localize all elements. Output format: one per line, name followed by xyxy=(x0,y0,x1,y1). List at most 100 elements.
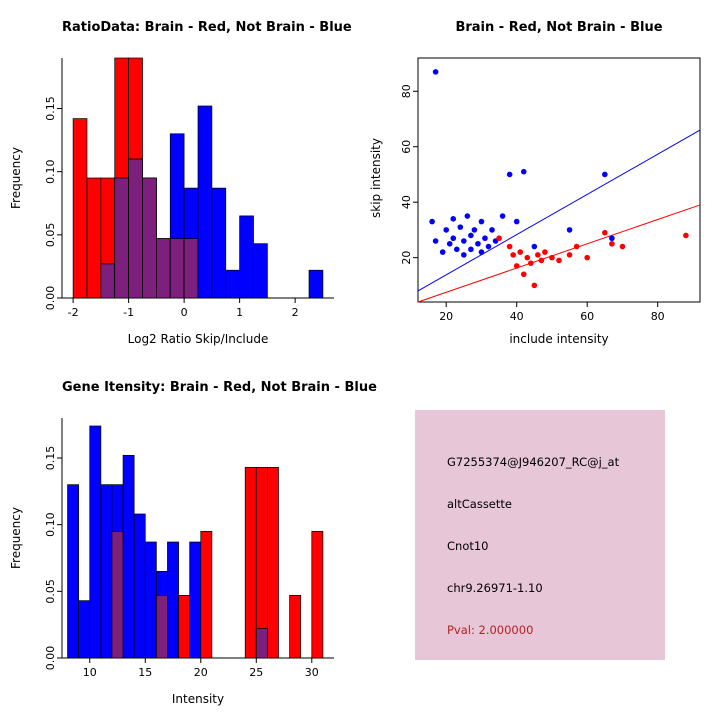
hist-bar-blue xyxy=(167,541,179,659)
hist-bar-overlap xyxy=(183,238,199,299)
intensity-scatter-xlabel: include intensity xyxy=(509,332,609,346)
scatter-point xyxy=(457,224,464,230)
hist-bar-overlap xyxy=(100,263,116,299)
scatter-point xyxy=(429,218,435,225)
x-tick-label: 0 xyxy=(181,306,188,319)
scatter-point xyxy=(485,243,492,250)
scatter-point xyxy=(450,235,457,242)
y-tick-label: 0.00 xyxy=(44,646,57,671)
location-text: chr9.26971-1.10 xyxy=(447,581,543,595)
scatter-point xyxy=(464,213,471,219)
scatter-point xyxy=(475,240,481,247)
fit-line-not-brain-fit xyxy=(417,129,701,292)
scatter-point xyxy=(566,227,573,233)
hist-bar-red xyxy=(267,466,279,659)
scatter-point xyxy=(566,252,573,258)
x-tick-label: -2 xyxy=(68,306,79,319)
x-tick-label: -1 xyxy=(123,306,134,319)
intensity-scatter-title: Brain - Red, Not Brain - Blue xyxy=(455,20,663,35)
scatter-point xyxy=(468,232,474,239)
scatter-point xyxy=(489,227,495,233)
scatter-point xyxy=(446,240,453,247)
scatter-point xyxy=(535,252,541,258)
scatter-point xyxy=(683,232,689,239)
hist-bar-red xyxy=(72,118,88,299)
plot-box xyxy=(417,57,701,303)
hist-bar-red xyxy=(200,530,213,659)
hist-bar-overlap xyxy=(111,530,124,659)
gene-intensity-histogram-title: Gene Itensity: Brain - Red, Not Brain - … xyxy=(62,380,377,395)
x-tick-label: 2 xyxy=(292,306,299,319)
gene-name-text: Cnot10 xyxy=(447,539,489,553)
y-tick-label: 0.15 xyxy=(44,446,57,471)
hist-bar-blue xyxy=(122,454,135,659)
scatter-point xyxy=(619,243,626,250)
x-tick-label: 80 xyxy=(651,310,665,323)
scatter-point xyxy=(513,218,520,225)
scatter-point xyxy=(517,249,524,255)
hist-bar-blue xyxy=(144,541,157,659)
hist-bar-blue xyxy=(308,269,324,299)
scatter-point xyxy=(531,243,538,250)
scatter-point xyxy=(506,243,513,250)
fit-line-brain-fit xyxy=(417,204,701,303)
y-tick-label: 0.15 xyxy=(44,96,57,121)
y-tick-label: 0.05 xyxy=(44,579,57,604)
info-box: G7255374@J946207_RC@j_at altCassette Cno… xyxy=(415,410,665,660)
scatter-point xyxy=(609,235,615,242)
hist-bar-blue xyxy=(133,513,146,659)
scatter-point xyxy=(478,218,485,225)
hist-bar-overlap xyxy=(156,238,171,299)
scatter-point xyxy=(506,171,513,178)
x-tick-label: 1 xyxy=(236,306,243,319)
y-tick-label: 20 xyxy=(400,251,413,265)
x-tick-label: 15 xyxy=(138,666,152,679)
scatter-point xyxy=(432,238,439,244)
x-tick-label: 20 xyxy=(194,666,208,679)
scatter-point xyxy=(538,257,545,264)
hist-bar-blue xyxy=(211,187,227,299)
event-type-text: altCassette xyxy=(447,497,512,511)
y-tick-label: 80 xyxy=(400,84,413,98)
scatter-point xyxy=(450,216,457,222)
scatter-point xyxy=(461,238,467,244)
hist-bar-red xyxy=(289,594,302,659)
scatter-point xyxy=(510,252,516,258)
ratio-histogram-xlabel: Log2 Ratio Skip/Include xyxy=(127,332,269,346)
hist-bar-blue xyxy=(100,484,113,659)
scatter-point xyxy=(584,254,590,261)
panel-gene-intensity-histogram: 10 15 20 25 30 0.00 0.05 0.10 0.15 Gene Itensity… xyxy=(0,360,377,720)
hist-bar-red xyxy=(178,594,191,659)
y-tick-label: 0.10 xyxy=(44,159,57,184)
scatter-point xyxy=(468,246,474,253)
hist-bar-blue xyxy=(78,600,91,659)
panel-ratio-histogram: -2 -1 0 1 2 0.00 0.05 0.10 0.15 RatioData: Brain… xyxy=(0,0,360,360)
scatter-point xyxy=(432,69,439,75)
scatter-point xyxy=(443,227,449,233)
panel-intensity-scatter: 20 40 60 80 20 40 60 80 Brain - Red, Not Brain … xyxy=(360,0,720,360)
scatter-point xyxy=(496,235,502,242)
x-tick-label: 25 xyxy=(249,666,263,679)
scatter-point xyxy=(556,257,562,264)
probe-id-text: G7255374@J946207_RC@j_at xyxy=(447,455,620,469)
ratio-histogram-plot: -2 -1 0 1 2 0.00 0.05 0.10 0.15 xyxy=(44,57,334,319)
x-tick-label: 10 xyxy=(83,666,97,679)
scatter-point xyxy=(549,254,555,261)
scatter-point xyxy=(524,254,531,261)
y-tick-label: 40 xyxy=(400,195,413,209)
hist-bar-red xyxy=(86,177,102,299)
scatter-point xyxy=(471,227,478,233)
scatter-point xyxy=(542,249,548,255)
hist-bar-red xyxy=(244,466,257,659)
scatter-point xyxy=(453,246,460,253)
pval-text: Pval: 2.000000 xyxy=(447,623,534,637)
x-tick-label: 30 xyxy=(305,666,319,679)
intensity-scatter-ylabel: skip intensity xyxy=(369,138,383,218)
scatter-point xyxy=(439,249,446,255)
hist-bar-blue xyxy=(239,215,254,299)
hist-bar-overlap xyxy=(128,158,143,299)
hist-bar-overlap xyxy=(169,238,185,299)
hist-bar-overlap xyxy=(156,594,168,659)
hist-bar-blue xyxy=(253,243,268,299)
